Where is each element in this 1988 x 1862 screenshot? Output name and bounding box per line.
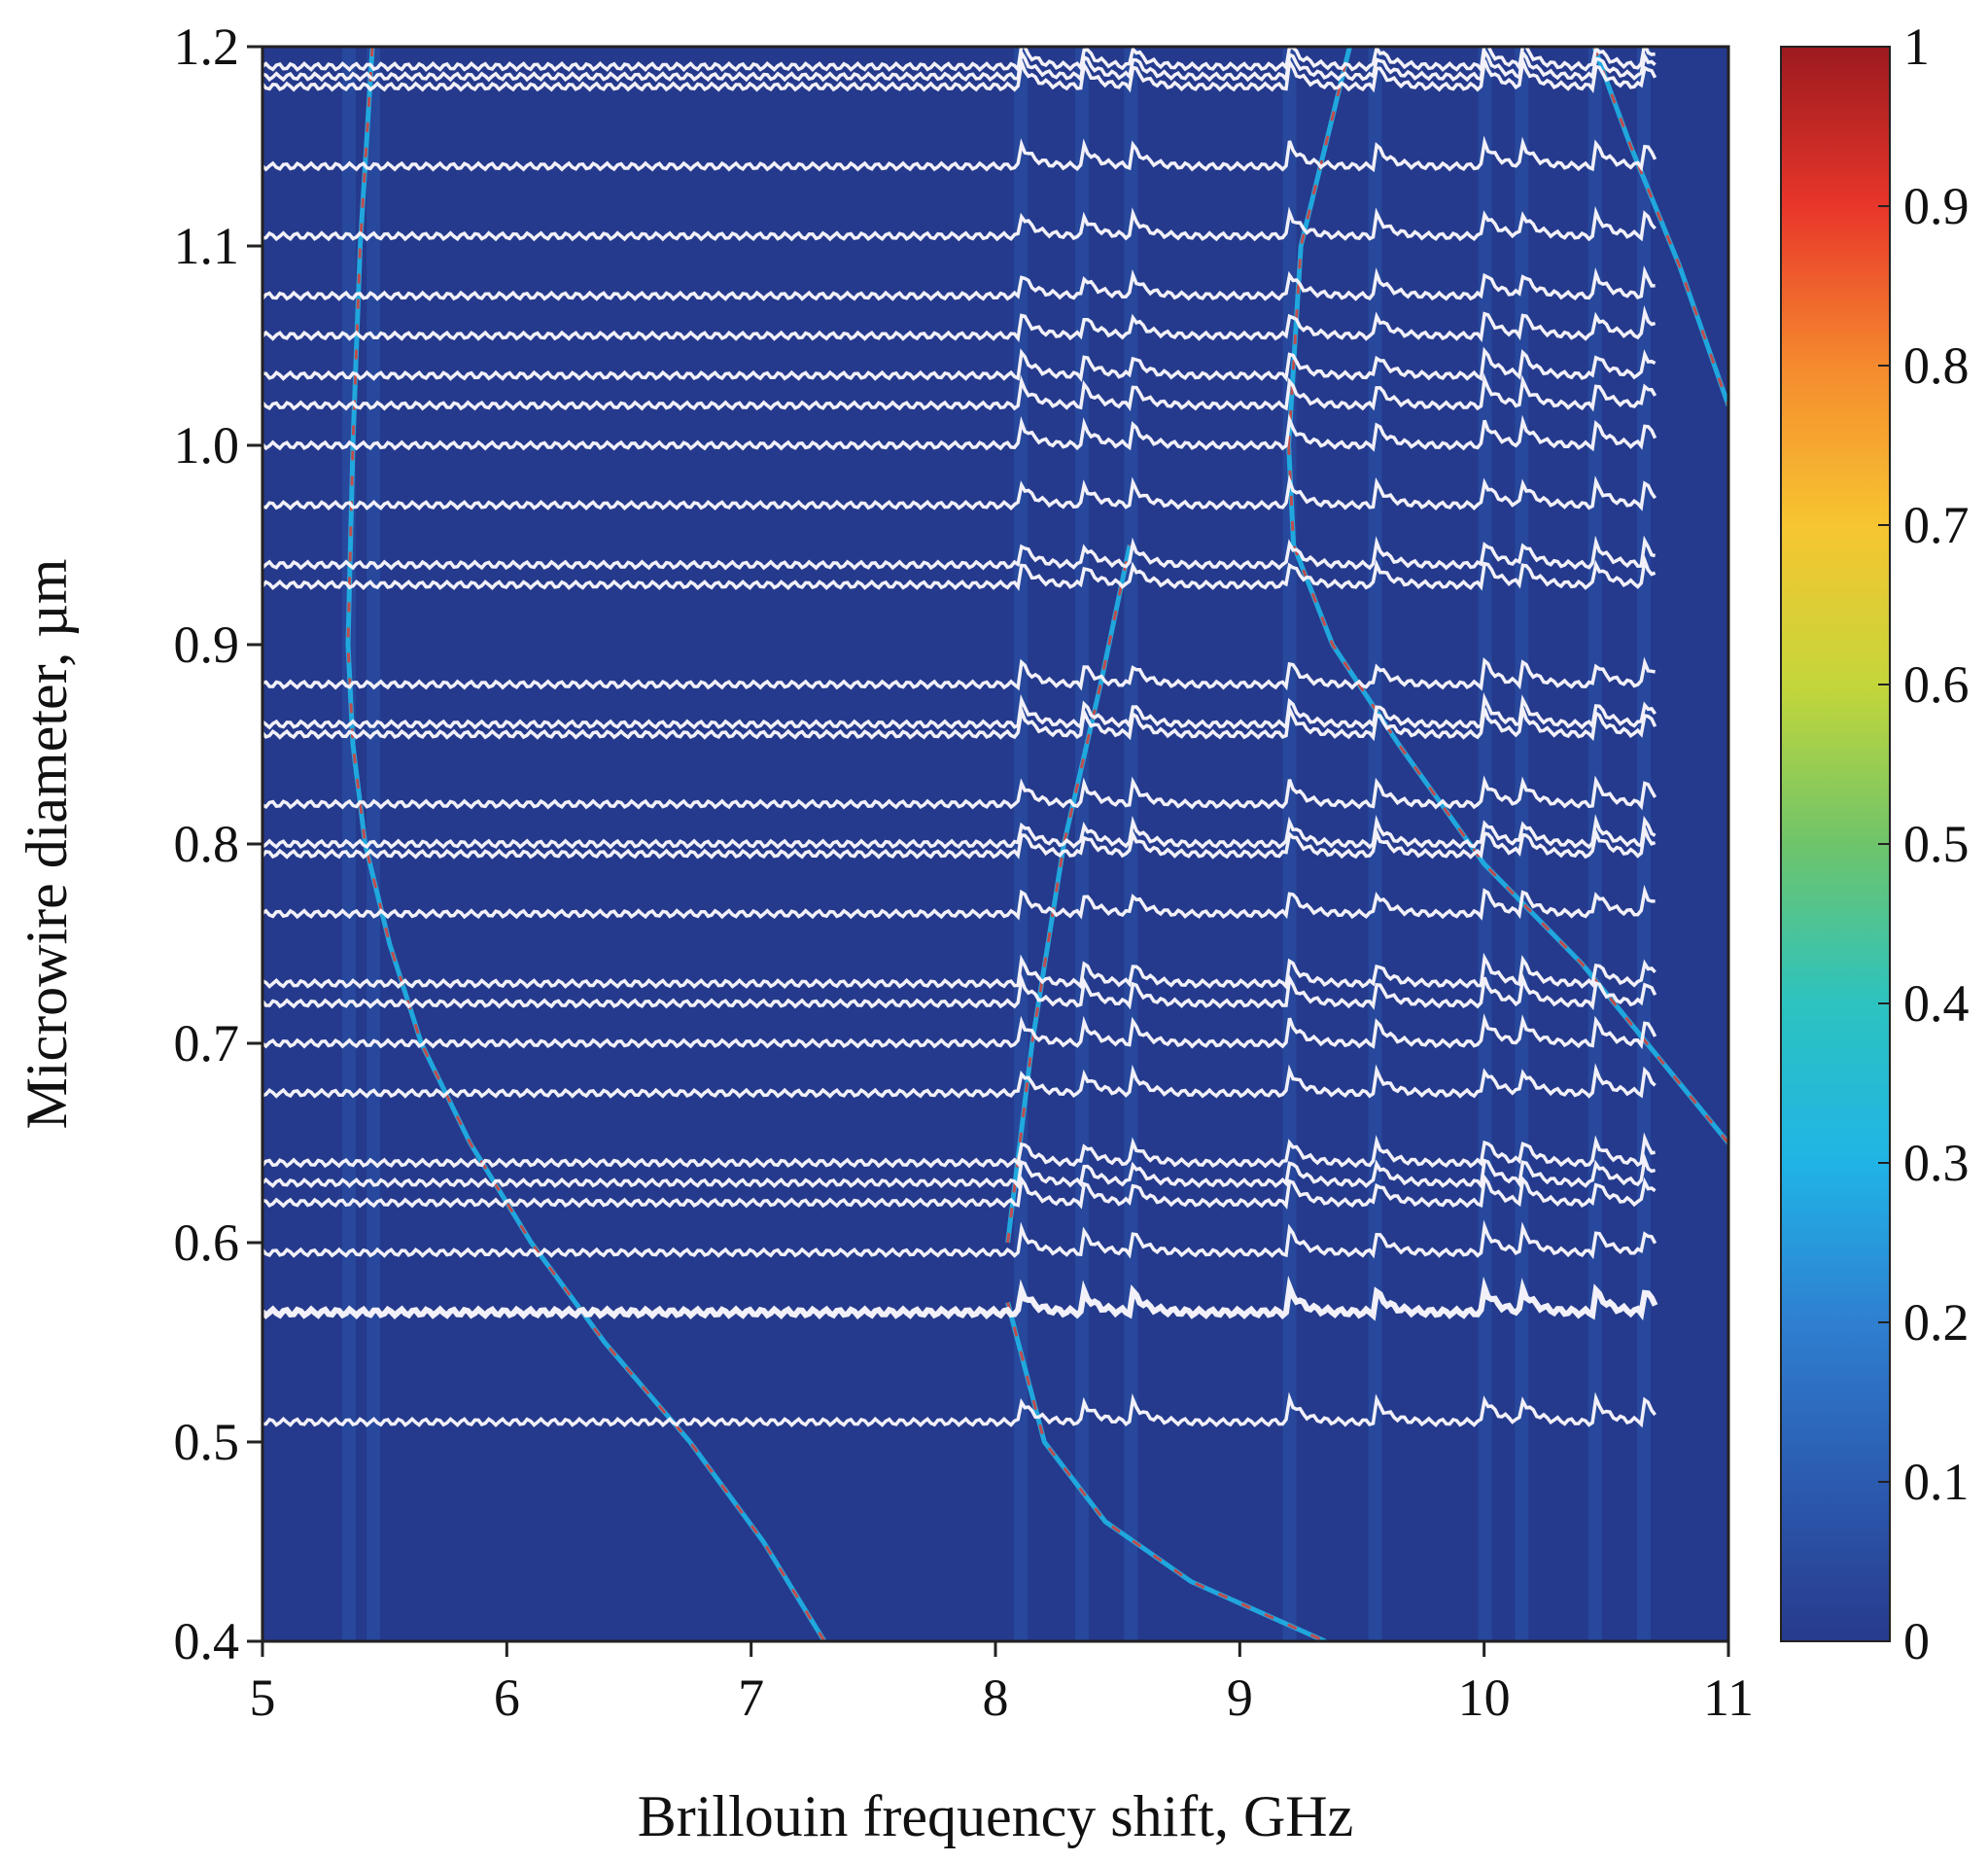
spectrum-trace <box>262 823 1657 860</box>
spectrum-trace <box>262 656 1656 691</box>
colorbar-tick-label: 0.9 <box>1903 177 1970 235</box>
spectral-band <box>366 47 381 1641</box>
mode-6-highlight <box>1592 47 1728 406</box>
y-tick-label: 0.4 <box>174 1612 240 1670</box>
spectrum-trace <box>262 1275 1658 1321</box>
colorbar-tick-label: 0.4 <box>1903 974 1970 1033</box>
colorbar-tick-label: 0.5 <box>1903 815 1970 873</box>
mode-2-highlight <box>1006 545 1132 1244</box>
spectrum-trace <box>262 703 1657 742</box>
x-tick-label: 5 <box>250 1669 276 1727</box>
spectrum-trace <box>262 413 1657 452</box>
x-tick-label: 11 <box>1703 1669 1754 1727</box>
x-tick-label: 8 <box>983 1669 1009 1727</box>
y-tick-label: 0.6 <box>174 1213 240 1272</box>
spectrum-trace <box>262 1132 1656 1169</box>
spectrum-trace <box>262 1013 1657 1050</box>
spectrum-trace <box>262 814 1657 850</box>
spectrum-trace <box>262 474 1657 511</box>
spectrum-trace <box>262 1173 1657 1211</box>
spectrum-trace <box>262 1152 1657 1190</box>
colorbar-tick-label: 0 <box>1903 1612 1930 1670</box>
x-tick-label: 7 <box>738 1669 764 1727</box>
x-tick-label: 6 <box>494 1669 520 1727</box>
colorbar-tick-label: 0.2 <box>1903 1293 1970 1352</box>
colorbar-tick-label: 0.1 <box>1903 1453 1970 1511</box>
mode-5-highlight <box>1287 444 1728 1144</box>
y-tick-label: 0.5 <box>174 1413 240 1471</box>
spectrum-trace <box>262 47 1657 84</box>
spectrum-trace <box>262 553 1657 591</box>
spectrum-trace <box>262 535 1656 571</box>
spectrum-trace <box>262 54 1657 93</box>
x-tick-label: 10 <box>1458 1669 1511 1727</box>
x-axis-title: Brillouin frequency shift, GHz <box>638 1784 1354 1848</box>
spectrum-trace <box>262 135 1657 173</box>
spectrum-trace <box>262 304 1657 343</box>
spectrum-trace <box>262 264 1656 301</box>
spectrum-trace <box>262 1391 1657 1428</box>
spectrum-trace <box>262 692 1657 731</box>
y-tick-label: 1.0 <box>174 416 240 474</box>
spectrum-trace <box>262 372 1657 412</box>
colorbar-tick-label: 0.7 <box>1903 496 1970 554</box>
spectrum-trace <box>262 884 1656 921</box>
colorbar-tick-label: 1 <box>1903 18 1930 76</box>
y-axis-ticks: 0.4 0.5 0.6 0.7 0.8 0.9 1.0 1.1 1.2 <box>174 18 262 1670</box>
spectrum-trace <box>262 346 1657 383</box>
mode-3-curve <box>1005 1301 1327 1641</box>
x-tick-label: 9 <box>1227 1669 1253 1727</box>
spectrum-trace <box>262 1063 1657 1099</box>
spectrum-trace <box>262 952 1657 991</box>
colorbar-tick-label: 0.8 <box>1903 336 1970 395</box>
colorbar-tick-label: 0.3 <box>1903 1134 1970 1192</box>
colorbar-ticks: 0 0.1 0.2 0.3 0.4 0.5 0.6 0.7 0.8 0.9 1 <box>1878 18 1970 1670</box>
y-axis-title: Microwire diameter, µm <box>15 559 79 1130</box>
colorbar-tick-label: 0.6 <box>1903 655 1970 714</box>
x-axis-ticks: 5 6 7 8 9 10 11 <box>250 1641 1754 1727</box>
y-tick-label: 1.2 <box>174 18 240 76</box>
spectrum-trace <box>262 971 1657 1011</box>
mode-4-curve <box>1286 47 1352 446</box>
colorbar <box>1780 46 1891 1642</box>
y-tick-label: 0.9 <box>174 615 240 674</box>
y-tick-label: 1.1 <box>174 217 240 275</box>
spectrum-trace <box>262 1219 1657 1260</box>
spectrum-trace <box>262 205 1657 242</box>
y-tick-label: 0.8 <box>174 815 240 873</box>
spectrum-trace <box>262 775 1657 811</box>
y-tick-label: 0.7 <box>174 1014 240 1072</box>
spectrum-trace <box>262 47 1656 74</box>
spectra-traces <box>262 47 1658 1428</box>
